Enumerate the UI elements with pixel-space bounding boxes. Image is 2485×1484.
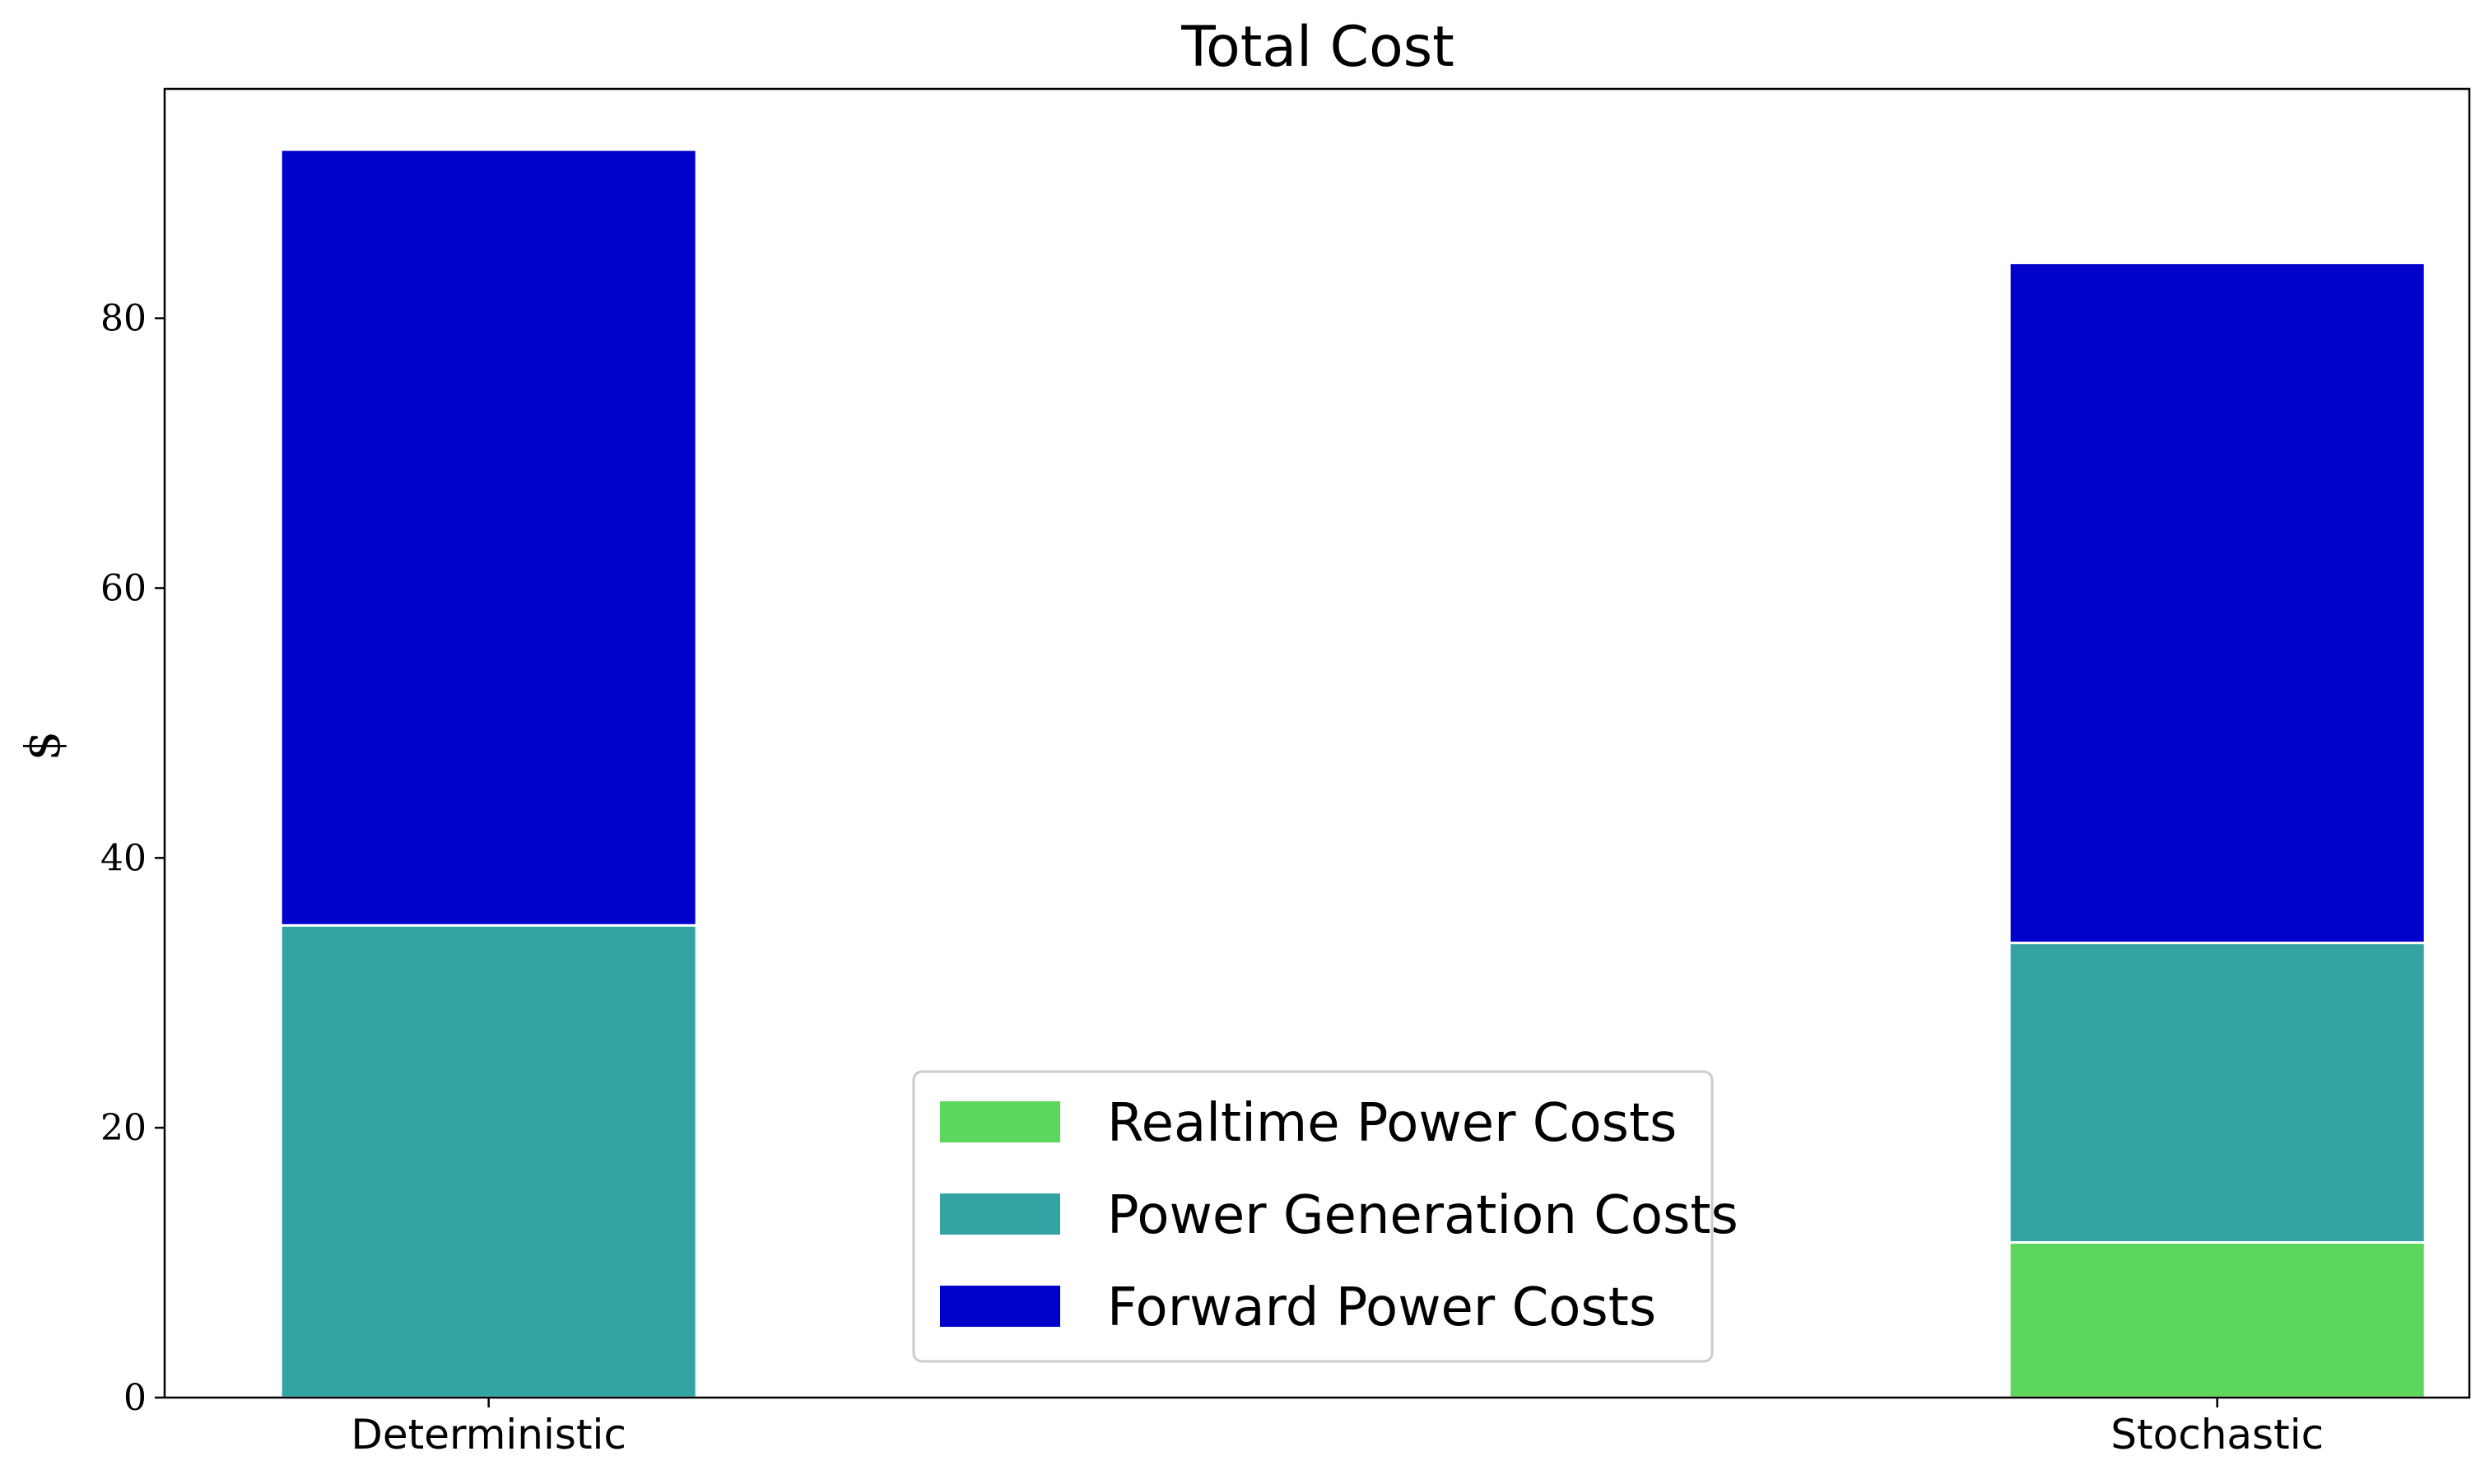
x-tick-label: Stochastic [2110,1411,2324,1458]
legend-label: Power Generation Costs [1107,1185,1738,1246]
chart-title: Total Cost [1180,15,1454,80]
y-tick-label: 40 [100,837,147,879]
y-tick-label: 60 [100,567,147,609]
bar-stochastic-power-generation-costs [2008,942,2427,1244]
bars-group [279,148,2427,1399]
legend-swatch [940,1193,1060,1235]
legend: Realtime Power Costs Power Generation Cos… [912,1070,1738,1363]
legend-swatch [940,1101,1060,1142]
legend-label: Forward Power Costs [1107,1277,1656,1338]
legend-box [912,1070,1714,1363]
y-axis-label: $ [15,731,71,761]
y-tick-label: 80 [100,298,147,340]
bar-deterministic-forward-power-costs [279,148,698,927]
x-tick-label: Deterministic [351,1411,626,1458]
legend-swatch [940,1286,1060,1327]
bar-deterministic-power-generation-costs [279,923,698,1399]
axes-group: 0 20 40 60 80 Deterministic Stochastic [100,87,2471,1458]
y-tick-label: 0 [123,1377,147,1419]
plot-frame [163,87,2471,1399]
y-tick-label: 20 [100,1107,147,1149]
bar-stochastic-forward-power-costs [2008,261,2427,945]
legend-label: Realtime Power Costs [1107,1093,1677,1154]
bar-stochastic-realtime-power-costs [2008,1240,2427,1399]
